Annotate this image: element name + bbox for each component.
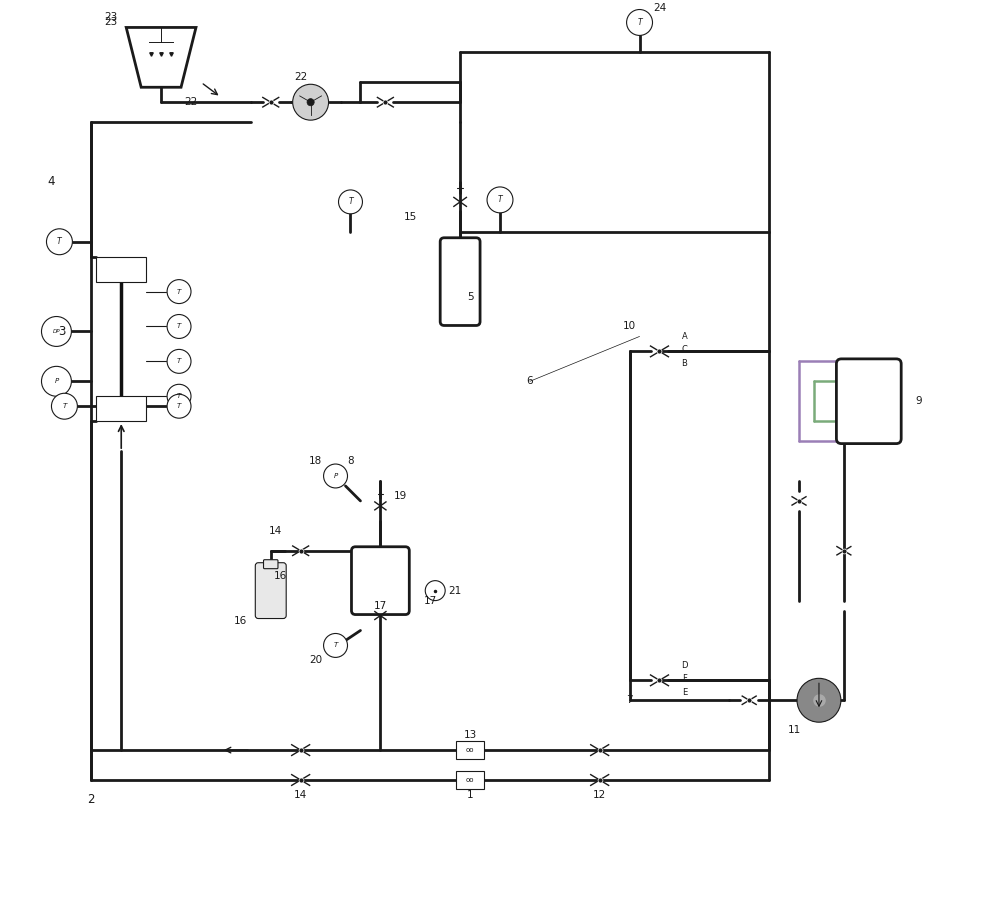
Text: F: F [682,674,687,683]
Text: 15: 15 [404,212,417,222]
Bar [456,742,484,759]
Circle shape [167,279,191,304]
Circle shape [425,580,445,601]
Text: P: P [54,378,59,385]
Text: 1: 1 [467,790,473,800]
Text: 5: 5 [467,292,473,302]
Text: 21: 21 [449,586,462,596]
Text: E: E [682,687,687,696]
Text: C: C [681,345,687,354]
Text: 8: 8 [347,456,354,466]
Text: oo: oo [466,777,474,783]
FancyBboxPatch shape [351,547,409,614]
FancyBboxPatch shape [440,238,480,325]
Circle shape [487,187,513,213]
Text: T: T [637,18,642,27]
FancyBboxPatch shape [836,359,901,443]
Text: oo: oo [466,747,474,753]
Text: 14: 14 [269,526,282,536]
Text: 6: 6 [527,377,533,387]
Circle shape [41,367,71,396]
Text: T: T [177,288,181,295]
Text: 10: 10 [623,322,636,332]
Text: 2: 2 [88,794,95,806]
Text: 23: 23 [105,13,118,23]
Text: T: T [62,404,67,409]
Bar [96,396,146,421]
Text: 16: 16 [274,570,287,580]
Text: 4: 4 [48,176,55,188]
Text: T: T [333,642,338,649]
Text: 13: 13 [463,730,477,740]
Text: 12: 12 [593,790,606,800]
Bar [456,771,484,789]
Text: 16: 16 [234,615,247,625]
Circle shape [167,385,191,408]
Circle shape [167,395,191,418]
Bar [96,257,146,282]
Circle shape [167,350,191,373]
Circle shape [324,464,347,488]
Text: T: T [177,323,181,330]
Text: T: T [57,237,62,246]
FancyBboxPatch shape [264,560,278,569]
Circle shape [51,393,77,419]
Circle shape [293,85,329,120]
Text: B: B [681,359,687,368]
Text: 24: 24 [653,3,666,13]
Circle shape [324,633,347,658]
Text: D: D [681,660,688,669]
Text: 20: 20 [309,655,322,666]
Polygon shape [126,27,196,87]
Text: 3: 3 [58,325,65,338]
Circle shape [307,98,314,105]
Text: T: T [498,196,502,205]
Text: T: T [177,359,181,364]
Text: 9: 9 [915,396,922,406]
Text: 19: 19 [394,491,407,501]
Text: DP: DP [53,329,60,334]
Text: 22: 22 [294,72,307,82]
Text: T: T [348,197,353,206]
Circle shape [41,316,71,346]
Circle shape [797,678,841,723]
Circle shape [339,190,362,214]
Text: A: A [682,332,687,341]
Text: 22: 22 [184,97,198,107]
FancyBboxPatch shape [255,563,286,618]
Text: 17: 17 [424,596,437,605]
Text: 11: 11 [787,725,801,735]
Text: 17: 17 [374,601,387,611]
Text: 23: 23 [105,17,118,27]
Text: 14: 14 [294,790,307,800]
Circle shape [627,10,653,35]
Circle shape [167,314,191,339]
Circle shape [46,229,72,255]
Text: T: T [177,393,181,399]
Text: T: T [177,404,181,409]
Text: 7: 7 [626,696,633,705]
Text: P: P [333,473,338,479]
Text: 18: 18 [309,456,322,466]
